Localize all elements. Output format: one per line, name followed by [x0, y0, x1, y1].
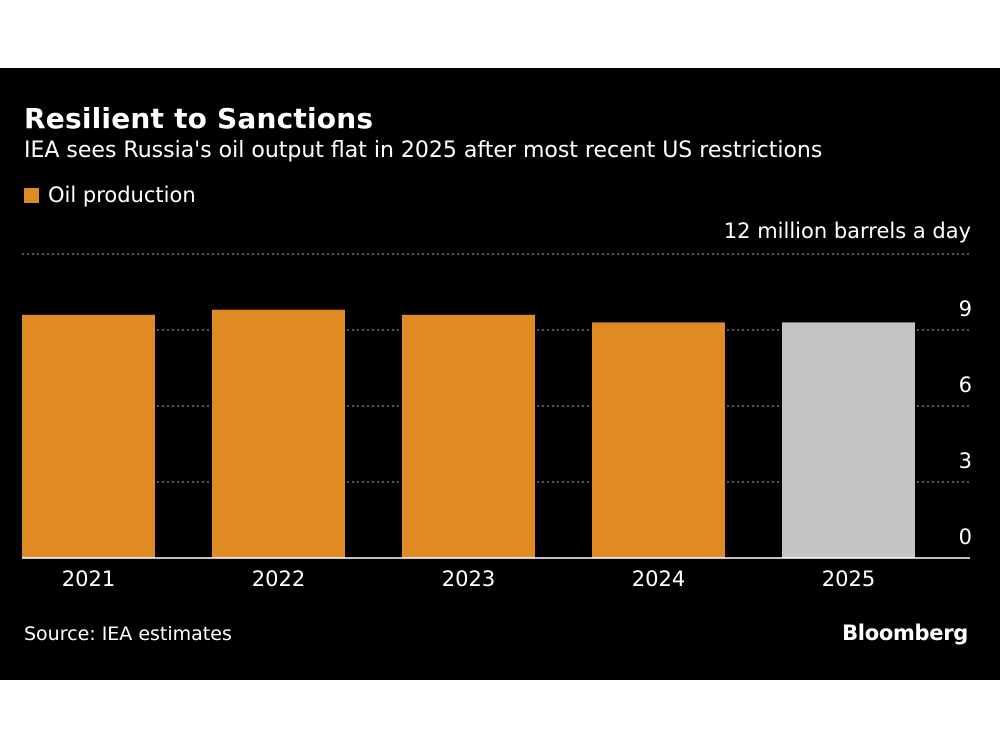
- chart-title: Resilient to Sanctions: [24, 102, 374, 135]
- x-tick-label-2023: 2023: [442, 567, 495, 591]
- bars: [22, 309, 915, 558]
- legend: Oil production: [24, 183, 196, 207]
- bar-2025: [782, 322, 915, 558]
- bloomberg-logo: Bloomberg: [842, 621, 968, 645]
- chart-panel: Resilient to Sanctions IEA sees Russia's…: [0, 68, 1000, 680]
- bar-2023: [402, 314, 535, 558]
- legend-label-oil-production: Oil production: [48, 183, 196, 207]
- x-tick-label-2024: 2024: [632, 567, 685, 591]
- x-tick-label-2025: 2025: [822, 567, 875, 591]
- y-tick-label-0: 0: [959, 525, 972, 549]
- bar-2024: [592, 322, 725, 558]
- y-tick-label-3: 3: [959, 449, 972, 473]
- chart-subtitle: IEA sees Russia's oil output flat in 202…: [24, 138, 823, 163]
- bar-2021: [22, 314, 155, 558]
- bar-2022: [212, 309, 345, 558]
- y-axis-unit-label: 12 million barrels a day: [723, 219, 971, 243]
- x-tick-label-2021: 2021: [62, 567, 115, 591]
- bar-chart: 2021 2022 2023 2024 2025 0 3 6 9: [22, 253, 972, 591]
- legend-swatch-oil-production: [24, 187, 39, 203]
- x-axis-labels: 2021 2022 2023 2024 2025: [62, 567, 875, 591]
- y-tick-label-9: 9: [959, 297, 972, 321]
- x-tick-label-2022: 2022: [252, 567, 305, 591]
- y-axis-labels: 0 3 6 9: [959, 297, 972, 549]
- y-tick-label-6: 6: [959, 373, 972, 397]
- source-note: Source: IEA estimates: [24, 623, 232, 645]
